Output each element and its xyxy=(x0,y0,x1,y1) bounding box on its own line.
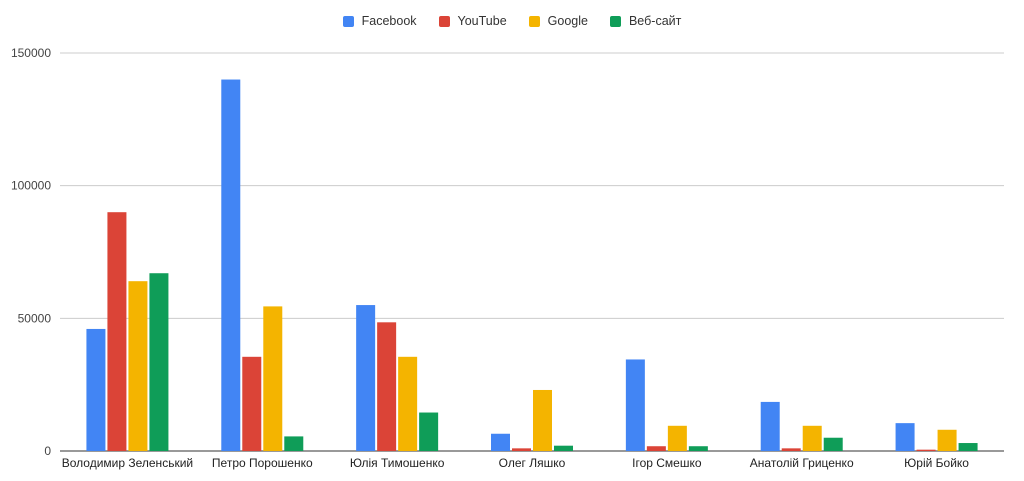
x-tick-label: Ігор Смешко xyxy=(632,456,702,470)
bar xyxy=(419,412,439,451)
bar xyxy=(554,445,573,451)
bar xyxy=(86,328,106,451)
bar xyxy=(512,448,531,451)
legend-swatch xyxy=(438,15,450,27)
bar xyxy=(625,359,645,451)
bar xyxy=(646,446,666,451)
bar xyxy=(284,436,304,451)
bar xyxy=(667,425,687,451)
x-tick-label: Юлія Тимошенко xyxy=(350,456,445,470)
bar xyxy=(895,423,915,451)
bar xyxy=(263,306,283,451)
bar xyxy=(760,401,780,451)
x-tick-label: Володимир Зеленський xyxy=(62,456,193,470)
bar xyxy=(916,449,936,451)
bar xyxy=(781,448,801,451)
y-tick-label: 100000 xyxy=(11,179,51,193)
bar xyxy=(491,433,510,451)
legend-label: YouTube xyxy=(457,14,507,28)
legend: Facebook YouTube Google Веб-сайт xyxy=(0,14,1024,28)
x-tick-label: Анатолій Гриценко xyxy=(750,456,854,470)
bar xyxy=(398,356,418,451)
bar xyxy=(149,273,169,451)
x-tick-label: Олег Ляшко xyxy=(499,456,566,470)
y-tick-label: 50000 xyxy=(18,311,52,325)
bar xyxy=(377,322,397,451)
legend-item: Веб-сайт xyxy=(609,14,682,28)
bar xyxy=(688,446,708,451)
bar xyxy=(356,305,376,451)
legend-item: YouTube xyxy=(438,14,507,28)
y-tick-label: 150000 xyxy=(11,46,51,60)
bar xyxy=(128,281,148,451)
legend-swatch xyxy=(609,15,621,27)
legend-item: Facebook xyxy=(342,14,417,28)
bar xyxy=(221,79,241,452)
legend-swatch xyxy=(528,15,540,27)
bar xyxy=(533,389,552,451)
bar xyxy=(937,429,957,451)
legend-item: Google xyxy=(528,14,588,28)
legend-swatch xyxy=(342,15,354,27)
legend-label: Facebook xyxy=(361,14,417,28)
legend-label: Веб-сайт xyxy=(628,14,682,28)
bar xyxy=(802,425,822,451)
legend-label: Google xyxy=(547,14,588,28)
bar xyxy=(107,212,127,451)
bar xyxy=(242,356,262,451)
bar xyxy=(958,443,978,451)
bar xyxy=(823,437,843,451)
x-tick-label: Петро Порошенко xyxy=(212,456,313,470)
x-tick-label: Юрій Бойко xyxy=(904,456,969,470)
y-tick-label: 0 xyxy=(44,444,51,458)
